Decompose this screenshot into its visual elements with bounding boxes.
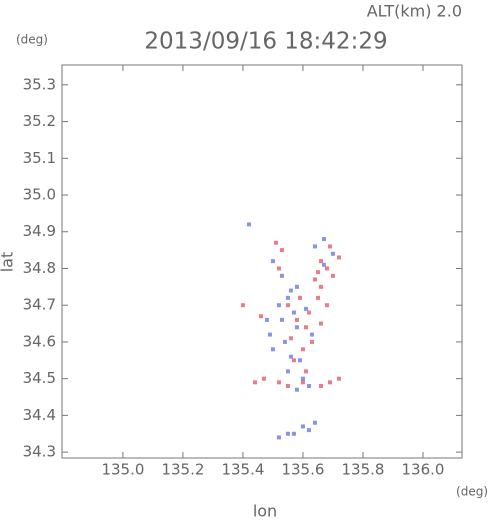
- radar-echo: [306, 384, 311, 389]
- radar-echo: [291, 310, 296, 315]
- radar-echo: [321, 237, 326, 242]
- radar-echo: [312, 277, 317, 282]
- x-tick-label: 135.0: [101, 461, 144, 479]
- x-tick-label: 135.2: [161, 461, 204, 479]
- radar-echo: [324, 266, 329, 271]
- radar-echo: [309, 332, 314, 337]
- radar-echo: [303, 325, 308, 330]
- radar-echo: [303, 306, 308, 311]
- radar-echo: [252, 380, 257, 385]
- radar-echo: [297, 358, 302, 363]
- radar-echo: [306, 428, 311, 433]
- radar-echo: [261, 376, 266, 381]
- y-tick-label: 35.3: [23, 75, 56, 93]
- radar-echo: [315, 270, 320, 275]
- radar-echo: [300, 380, 305, 385]
- radar-echo: [276, 435, 281, 440]
- y-tick-label: 34.9: [23, 222, 56, 240]
- radar-echo: [282, 339, 287, 344]
- radar-echo: [309, 339, 314, 344]
- radar-echo: [270, 347, 275, 352]
- radar-echo: [318, 284, 323, 289]
- y-tick-label: 34.7: [23, 296, 56, 314]
- radar-echo: [321, 262, 326, 267]
- radar-echo: [285, 295, 290, 300]
- y-tick-label: 34.4: [23, 406, 56, 424]
- x-tick-label: 135.8: [341, 461, 384, 479]
- radar-echo: [276, 380, 281, 385]
- x-tick-label: 135.4: [221, 461, 264, 479]
- radar-echo: [318, 384, 323, 389]
- radar-echo: [336, 255, 341, 260]
- radar-echo: [294, 284, 299, 289]
- radar-echo: [279, 317, 284, 322]
- y-tick-label: 34.6: [23, 332, 56, 350]
- radar-echo: [294, 317, 299, 322]
- x-axis-label: lon: [253, 502, 277, 521]
- chart-title: 2013/09/16 18:42:29: [144, 29, 387, 55]
- radar-echo: [288, 354, 293, 359]
- radar-echo: [312, 420, 317, 425]
- radar-echo: [312, 244, 317, 249]
- radar-echo: [276, 303, 281, 308]
- y-tick-label: 34.8: [23, 259, 56, 277]
- radar-echo: [273, 240, 278, 245]
- radar-echo: [294, 387, 299, 392]
- y-tick-label: 35.0: [23, 186, 56, 204]
- radar-echo: [276, 266, 281, 271]
- radar-echo: [285, 369, 290, 374]
- radar-echo: [318, 321, 323, 326]
- radar-echo: [330, 273, 335, 278]
- y-tick-label: 34.5: [23, 369, 56, 387]
- radar-echo: [240, 303, 245, 308]
- x-tick-label: 136.0: [402, 461, 445, 479]
- y-unit: (deg): [16, 33, 48, 47]
- radar-echo: [264, 317, 269, 322]
- radar-echo: [285, 303, 290, 308]
- x-unit: (deg): [456, 485, 488, 499]
- y-tick-label: 35.1: [23, 149, 56, 167]
- radar-echo: [246, 222, 251, 227]
- radar-echo: [300, 424, 305, 429]
- radar-echo: [291, 358, 296, 363]
- radar-echo: [300, 347, 305, 352]
- radar-echo: [327, 380, 332, 385]
- y-tick-label: 34.3: [23, 443, 56, 461]
- radar-echo: [258, 314, 263, 319]
- x-tick-label: 135.6: [281, 461, 324, 479]
- radar-echo: [315, 295, 320, 300]
- y-tick-label: 35.2: [23, 112, 56, 130]
- radar-echo: [288, 288, 293, 293]
- radar-echo: [303, 369, 308, 374]
- plot-frame: [61, 64, 463, 459]
- radar-echo: [336, 376, 341, 381]
- radar-echo: [267, 332, 272, 337]
- radar-echo: [288, 336, 293, 341]
- radar-echo: [300, 376, 305, 381]
- radar-echo: [285, 384, 290, 389]
- radar-echo: [294, 325, 299, 330]
- radar-echo: [279, 273, 284, 278]
- altitude: ALT(km) 2.0: [367, 2, 462, 21]
- radar-echo: [318, 259, 323, 264]
- radar-echo: [270, 259, 275, 264]
- y-axis-label: lat: [0, 252, 17, 273]
- radar-echo: [324, 303, 329, 308]
- radar-echo: [330, 251, 335, 256]
- radar-echo: [306, 310, 311, 315]
- radar-echo: [291, 431, 296, 436]
- radar-echo: [327, 244, 332, 249]
- radar-echo: [279, 248, 284, 253]
- radar-echo: [297, 295, 302, 300]
- radar-echo: [285, 431, 290, 436]
